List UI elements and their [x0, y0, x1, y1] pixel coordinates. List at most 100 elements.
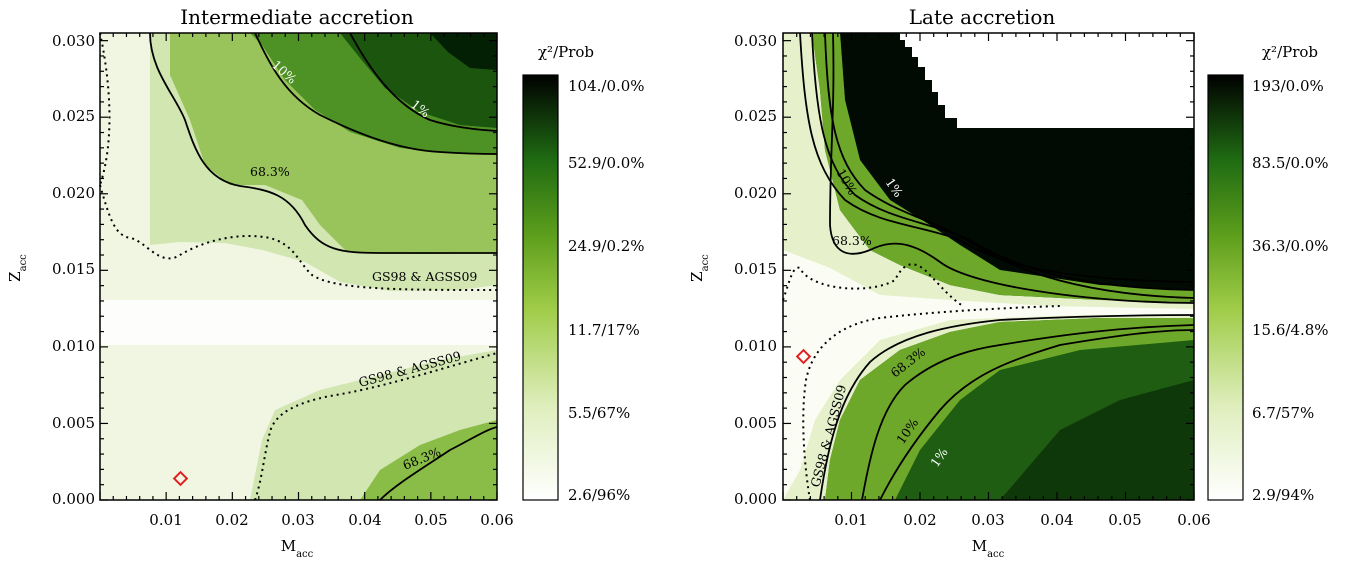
left-ytick-0: 0.000: [52, 490, 95, 508]
left-x-axis-label-sub: acc: [296, 549, 314, 560]
left-contour-68-upper: [149, 32, 497, 254]
right-contour-1-lower: [879, 329, 1195, 501]
right-x-tick-labels: 0.01 0.02 0.03 0.04 0.05 0.06: [834, 511, 1210, 529]
right-xtick-6: 0.06: [1177, 511, 1210, 529]
left-ytick-1: 0.005: [52, 414, 95, 432]
left-contours: [149, 32, 498, 501]
left-colorbar-title: χ²/Prob: [538, 43, 594, 61]
right-heatmap-white-center: [783, 250, 1194, 500]
left-xtick-4: 0.04: [348, 511, 381, 529]
left-title: Intermediate accretion: [180, 5, 414, 29]
left-colorbar: χ²/Prob 104./0.0% 52.9/0.0% 24.9/0.2% 11…: [522, 43, 645, 504]
left-cb-label-4: 5.5/67%: [568, 404, 630, 422]
left-colorbar-bar: [522, 74, 559, 501]
right-best-fit-marker: [795, 348, 812, 365]
left-best-fit-marker: [172, 470, 189, 487]
left-xtick-3: 0.03: [281, 511, 314, 529]
left-xtick-6: 0.06: [480, 511, 513, 529]
left-contour-68-lower: [379, 426, 498, 501]
right-colorbar-title: χ²/Prob: [1262, 43, 1318, 61]
left-cb-label-1: 52.9/0.0%: [568, 154, 645, 172]
right-contour-upper-3: [824, 32, 1195, 299]
left-x-axis-label: Macc: [281, 537, 314, 560]
left-cb-label-3: 11.7/17%: [568, 321, 640, 339]
right-y-axis-label-sub: acc: [700, 254, 711, 272]
left-dotted-upper: [99, 184, 498, 291]
left-label-gs98-upper: GS98 & AGSS09: [372, 269, 477, 284]
left-panel: Intermediate accretion: [6, 5, 645, 560]
right-cb-label-2: 36.3/0.0%: [1252, 237, 1329, 255]
right-x-axis-label: Macc: [972, 537, 1005, 560]
right-cb-label-4: 6.7/57%: [1252, 404, 1314, 422]
right-ytick-6: 0.030: [734, 32, 777, 50]
right-xtick-3: 0.03: [971, 511, 1004, 529]
right-colorbar: χ²/Prob 193/0.0% 83.5/0.0% 36.3/0.0% 15.…: [1207, 43, 1329, 504]
right-dotted-upper: [782, 263, 964, 307]
right-cb-label-0: 193/0.0%: [1252, 77, 1324, 95]
right-contour-10-lower: [861, 324, 1195, 501]
left-heatmap-black-corner: [430, 33, 497, 70]
left-xtick-2: 0.02: [215, 511, 248, 529]
left-cb-label-2: 24.9/0.2%: [568, 237, 645, 255]
right-y-axis-label-main: Z: [688, 271, 706, 281]
right-colorbar-bar: [1207, 74, 1244, 501]
left-ytick-3: 0.015: [52, 260, 95, 278]
right-x-axis-label-sub: acc: [987, 549, 1005, 560]
left-contour-1pct: [349, 32, 498, 132]
right-panel: Late accretion: [688, 5, 1329, 560]
right-ytick-4: 0.020: [734, 184, 777, 202]
right-heatmap-white-mask: [900, 33, 1194, 128]
left-y-axis-label-main: Z: [6, 271, 24, 281]
right-cb-label-3: 15.6/4.8%: [1252, 321, 1329, 339]
left-cb-label-0: 104./0.0%: [568, 77, 645, 95]
left-ytick-4: 0.020: [52, 184, 95, 202]
left-x-axis-label-main: M: [281, 537, 296, 555]
left-y-axis-label: Zacc: [6, 254, 29, 282]
right-dotted-lower: [802, 305, 1061, 501]
right-ytick-1: 0.005: [734, 414, 777, 432]
right-heatmap-black-lower-right: [1000, 380, 1194, 500]
right-ytick-2: 0.010: [734, 337, 777, 355]
right-ytick-0: 0.000: [734, 490, 777, 508]
right-contour-68-lower: [819, 314, 1195, 501]
left-xtick-5: 0.05: [414, 511, 447, 529]
left-heatmap: [100, 33, 497, 500]
right-y-tick-labels: 0.000 0.005 0.010 0.015 0.020 0.025 0.03…: [734, 32, 777, 508]
right-heatmap-light-left: [783, 33, 1194, 500]
right-title: Late accretion: [909, 5, 1056, 29]
left-cb-label-5: 2.6/96%: [568, 486, 630, 504]
left-ytick-5: 0.025: [52, 107, 95, 125]
right-y-axis-label: Zacc: [688, 254, 711, 282]
right-heatmap: [783, 33, 1194, 500]
right-ytick-3: 0.015: [734, 260, 777, 278]
left-y-tick-labels: 0.000 0.005 0.010 0.015 0.020 0.025 0.03…: [52, 32, 95, 508]
left-contour-10pct: [254, 32, 498, 155]
right-cb-label-1: 83.5/0.0%: [1252, 154, 1329, 172]
right-contour-upper-1: [799, 32, 1195, 283]
right-xtick-5: 0.05: [1108, 511, 1141, 529]
left-xtick-1: 0.01: [149, 511, 182, 529]
right-xtick-1: 0.01: [834, 511, 867, 529]
left-heatmap-green-lower2: [360, 420, 497, 500]
right-xtick-4: 0.04: [1040, 511, 1073, 529]
right-xtick-2: 0.02: [903, 511, 936, 529]
right-contour-upper-2: [811, 32, 1195, 291]
right-ticks: [782, 33, 1195, 501]
right-contours: [799, 32, 1195, 501]
left-dotted-contours: [99, 32, 498, 501]
right-label-68-upper: 68.3%: [832, 233, 872, 248]
right-cb-label-5: 2.9/94%: [1252, 486, 1314, 504]
left-y-axis-label-sub: acc: [18, 254, 29, 272]
left-ticks: [99, 33, 498, 501]
right-ytick-5: 0.025: [734, 107, 777, 125]
left-x-tick-labels: 0.01 0.02 0.03 0.04 0.05 0.06: [149, 511, 513, 529]
left-label-68-upper: 68.3%: [250, 164, 290, 179]
left-heatmap-white-band: [100, 300, 497, 345]
right-heatmap-green-band-lower: [825, 318, 1194, 500]
left-ytick-6: 0.030: [52, 32, 95, 50]
left-ytick-2: 0.010: [52, 337, 95, 355]
right-contour-68-upper: [829, 32, 1195, 304]
right-dotted-contours: [782, 263, 1061, 501]
right-heatmap-green-band-upper: [812, 33, 1194, 302]
